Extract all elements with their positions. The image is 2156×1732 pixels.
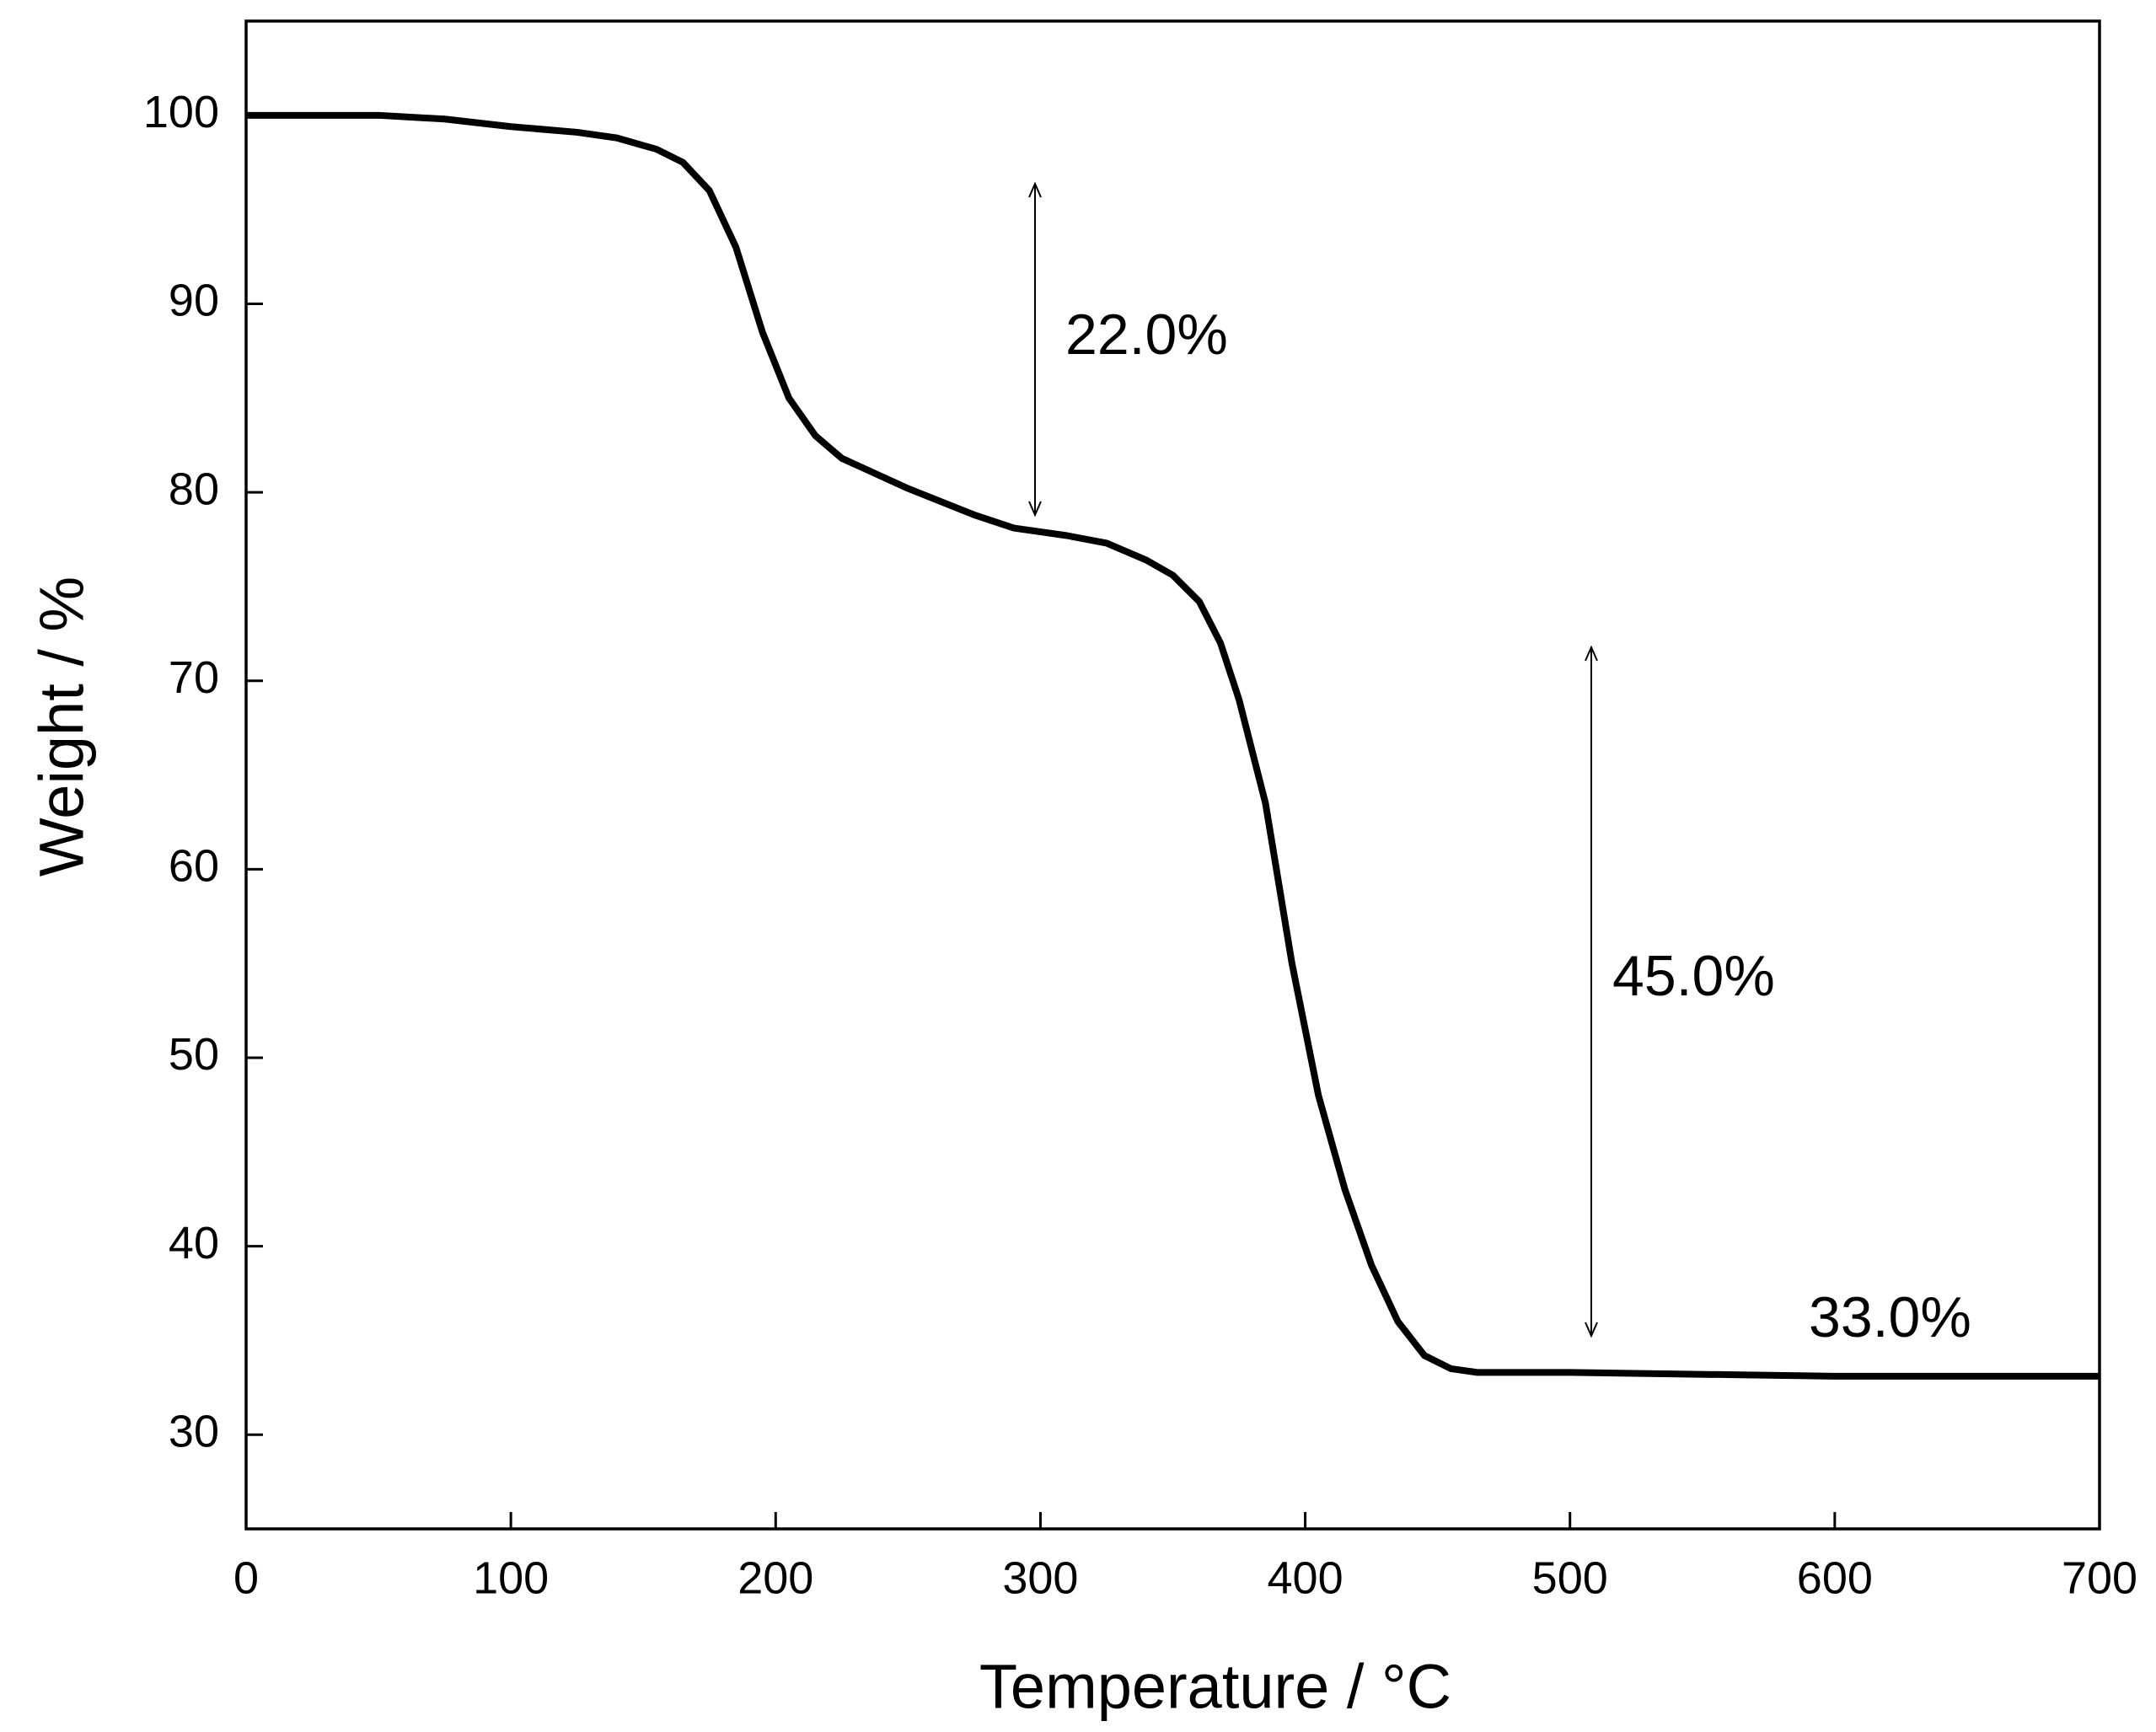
annotation: 22.0%: [1065, 303, 1228, 367]
x-tick-label: 600: [1797, 1552, 1873, 1603]
x-tick-label: 700: [2062, 1552, 2137, 1603]
y-tick-label: 100: [143, 87, 219, 137]
plot-frame: [244, 19, 2101, 1531]
x-tick-label: 100: [473, 1552, 549, 1603]
y-tick-label: 80: [169, 464, 219, 514]
x-tick-label: 500: [1532, 1552, 1608, 1603]
x-tick-label: 300: [1002, 1552, 1078, 1603]
y-tick-label: 30: [169, 1406, 219, 1456]
x-axis-title: Temperature / °C: [979, 1652, 1451, 1722]
x-tick-label: 0: [233, 1552, 259, 1603]
data-line: [246, 111, 2100, 1380]
x-tick-label: 400: [1268, 1552, 1343, 1603]
annotation: 33.0%: [1809, 1285, 1971, 1349]
y-tick-label: 40: [169, 1218, 219, 1268]
x-tick-label: 200: [737, 1552, 813, 1603]
y-tick-label: 70: [169, 652, 219, 703]
y-tick-label: 90: [169, 276, 219, 326]
y-tick-label: 50: [169, 1029, 219, 1080]
annotation: 45.0%: [1612, 944, 1775, 1008]
y-tick-label: 60: [169, 841, 219, 892]
y-axis-title: Weight / %: [27, 576, 97, 877]
